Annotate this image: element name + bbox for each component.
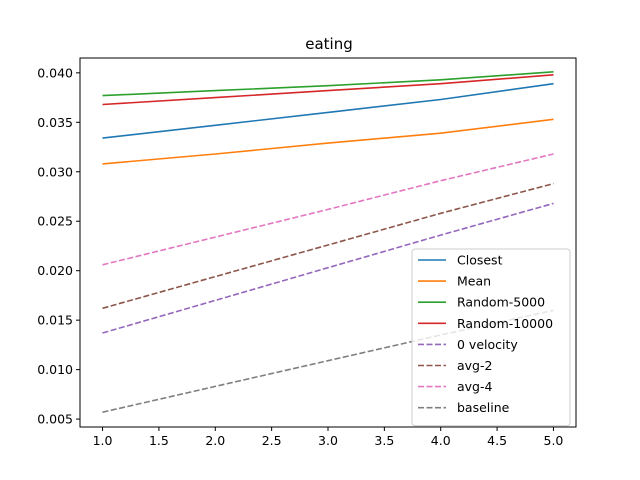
y-tick-label: 0.040 [37, 65, 73, 80]
series-line-random-10000 [102, 74, 554, 106]
chart-title: eating [305, 35, 353, 53]
y-tick-label: 0.025 [37, 214, 73, 229]
x-tick-label: 2.5 [262, 433, 282, 448]
y-tick-label: 0.030 [37, 164, 73, 179]
x-tick-label: 1.0 [93, 433, 113, 448]
legend-label: Closest [457, 253, 503, 268]
legend-label: Mean [457, 274, 491, 289]
legend-label: avg-4 [457, 379, 493, 394]
x-tick-label: 3.5 [374, 433, 394, 448]
x-tick-label: 5.0 [544, 433, 564, 448]
series-line-avg-2 [102, 182, 554, 310]
x-axis: 1.0 1.5 2.0 2.5 3.0 3.5 4.0 4.5 5.0 [93, 427, 564, 448]
series-line-random-5000 [102, 71, 554, 97]
y-tick-label: 0.015 [37, 313, 73, 328]
legend-box [411, 248, 571, 427]
x-tick-label: 4.5 [487, 433, 507, 448]
legend-label: Random-5000 [457, 295, 545, 310]
series-line-closest [102, 82, 554, 139]
series-line-avg-4 [102, 153, 554, 266]
series-line-0-velocity [102, 202, 554, 334]
series-line-mean [102, 118, 554, 165]
legend-label: avg-2 [457, 358, 492, 373]
legend-label: Random-10000 [457, 316, 553, 331]
legend-label: baseline [457, 400, 510, 415]
plot-lines [102, 71, 554, 413]
x-tick-label: 2.0 [205, 433, 225, 448]
y-axis: 0.005 0.010 0.015 0.020 0.025 0.030 0.035 0.040 [37, 65, 80, 427]
y-tick-label: 0.010 [37, 362, 73, 377]
y-tick-label: 0.035 [37, 115, 73, 130]
x-tick-label: 1.5 [149, 433, 169, 448]
y-tick-label: 0.005 [37, 412, 73, 427]
y-tick-label: 0.020 [37, 263, 73, 278]
legend-label: 0 velocity [457, 337, 518, 352]
legend: Closest Mean Random-5000 Random-10000 0 velo… [411, 248, 571, 427]
x-tick-label: 4.0 [431, 433, 451, 448]
x-tick-label: 3.0 [318, 433, 338, 448]
